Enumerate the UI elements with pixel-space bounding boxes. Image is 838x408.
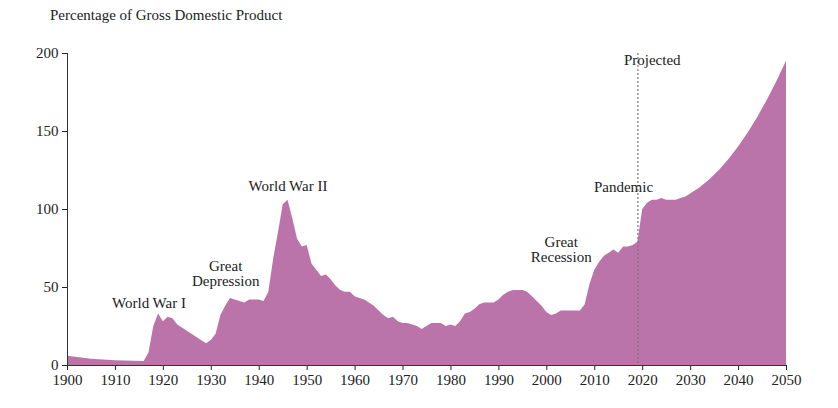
svg-text:GreatRecession: GreatRecession — [531, 234, 592, 265]
svg-text:1960: 1960 — [340, 372, 370, 388]
svg-text:2000: 2000 — [532, 372, 562, 388]
svg-text:World War II: World War II — [249, 178, 328, 194]
svg-text:1950: 1950 — [292, 372, 322, 388]
svg-text:2040: 2040 — [724, 372, 754, 388]
svg-text:1980: 1980 — [436, 372, 466, 388]
svg-text:0: 0 — [51, 357, 59, 373]
svg-text:150: 150 — [36, 123, 59, 139]
svg-text:2050: 2050 — [772, 372, 802, 388]
svg-text:GreatDepression: GreatDepression — [192, 258, 260, 289]
svg-text:World War I: World War I — [112, 295, 186, 311]
svg-text:2030: 2030 — [676, 372, 706, 388]
svg-text:2010: 2010 — [580, 372, 610, 388]
svg-text:1900: 1900 — [53, 372, 83, 388]
svg-text:1940: 1940 — [244, 372, 274, 388]
svg-text:100: 100 — [36, 201, 59, 217]
svg-text:1930: 1930 — [196, 372, 226, 388]
svg-text:Pandemic: Pandemic — [594, 179, 653, 195]
html-text:Percentage of Gross Domestic P: Percentage of Gross Domestic Product — [50, 7, 283, 23]
svg-text:1990: 1990 — [484, 372, 514, 388]
svg-text:1910: 1910 — [100, 372, 130, 388]
svg-text:50: 50 — [44, 279, 59, 295]
svg-text:1920: 1920 — [148, 372, 178, 388]
svg-text:200: 200 — [36, 45, 59, 61]
svg-text:1970: 1970 — [388, 372, 418, 388]
svg-text:2020: 2020 — [628, 372, 658, 388]
svg-text:Projected: Projected — [624, 52, 681, 68]
